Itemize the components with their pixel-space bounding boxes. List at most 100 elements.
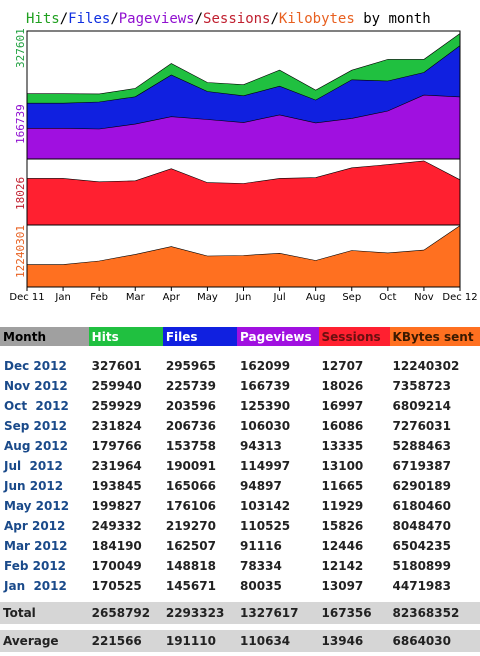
hits-axis-max-label: 327601 (14, 28, 27, 68)
value-cell: 6290189 (392, 479, 451, 493)
pageviews-area (27, 95, 460, 159)
value-cell: 106030 (240, 419, 291, 433)
column-header: Month (0, 327, 89, 346)
total-row: Total 2658792 2293323 1327617 167356 82368352 (0, 602, 480, 624)
table-row: Apr 2012 249332 219270 110525 15826 8048470 (0, 516, 480, 536)
month-cell: Jan 2012 (4, 579, 67, 593)
value-cell: 6809214 (392, 399, 451, 413)
x-tick-label: Dec 11 (9, 292, 45, 303)
month-cell: Jun 2012 (4, 479, 64, 493)
value-cell: 193845 (91, 479, 142, 493)
value-cell: 13100 (321, 459, 364, 473)
value-cell: 12240302 (392, 359, 460, 373)
sessions-area (27, 160, 460, 225)
value-cell: 327601 (91, 359, 142, 373)
x-tick-label: Oct (379, 292, 397, 303)
table-row: Oct 2012 259929 203596 125390 16997 6809214 (0, 396, 480, 416)
table-row: Nov 2012 259940 225739 166739 18026 7358723 (0, 376, 480, 396)
value-cell: 13946 (318, 630, 390, 652)
value-cell: 82368352 (389, 602, 480, 624)
value-cell: 166739 (240, 379, 291, 393)
column-header: Sessions (318, 327, 390, 346)
table-row: Sep 2012 231824 206736 106030 16086 7276031 (0, 416, 480, 436)
value-cell: 153758 (165, 439, 216, 453)
x-tick-label: Feb (90, 292, 109, 303)
value-cell: 12142 (321, 559, 364, 573)
x-tick-label: Mar (125, 292, 145, 303)
table-row: Dec 2012 327601 295965 162099 12707 12240302 (0, 356, 480, 376)
kbytes-line (27, 225, 461, 265)
value-cell: 176106 (165, 499, 216, 513)
title-part: / (270, 11, 279, 27)
value-cell: 145671 (165, 579, 216, 593)
value-cell: 5180899 (392, 559, 451, 573)
month-cell: Mar 2012 (4, 539, 68, 553)
value-cell: 103142 (240, 499, 291, 513)
value-cell: 94897 (240, 479, 282, 493)
value-cell: 16086 (321, 419, 364, 433)
value-cell: 91116 (240, 539, 282, 553)
title-part: Kilobytes (278, 11, 355, 27)
x-tick-label: Nov (414, 292, 434, 303)
month-cell: May 2012 (4, 499, 70, 513)
value-cell: 6719387 (392, 459, 451, 473)
value-cell: 13335 (321, 439, 364, 453)
title-part: / (110, 11, 119, 27)
value-cell: 203596 (165, 399, 216, 413)
kbytes-area (27, 225, 460, 287)
month-cell: Jul 2012 (4, 459, 63, 473)
value-cell: 11929 (321, 499, 364, 513)
value-cell: 1327617 (237, 602, 319, 624)
value-cell: 259940 (91, 379, 142, 393)
value-cell: 2293323 (162, 602, 238, 624)
average-row-label: Average (0, 630, 89, 652)
table-row: Feb 2012 170049 148818 78334 12142 5180899 (0, 556, 480, 576)
x-tick-label: Aug (305, 292, 326, 303)
month-cell: Oct 2012 (4, 399, 69, 413)
month-cell: Nov 2012 (4, 379, 68, 393)
x-tick-label: Dec 12 (442, 292, 478, 303)
x-tick-label: Jul (273, 292, 286, 303)
value-cell: 249332 (91, 519, 142, 533)
table-row: Jul 2012 231964 190091 114997 13100 6719387 (0, 456, 480, 476)
value-cell: 170525 (91, 579, 142, 593)
value-cell: 94313 (240, 439, 282, 453)
value-cell: 6504235 (392, 539, 451, 553)
x-tick-label: Sep (342, 292, 362, 303)
month-cell: Apr 2012 (4, 519, 66, 533)
value-cell: 2658792 (88, 602, 163, 624)
table-row: Jan 2012 170525 145671 80035 13097 4471983 (0, 576, 480, 596)
title-part: Hits (26, 11, 60, 27)
value-cell: 8048470 (392, 519, 451, 533)
title-part: Pageviews (118, 11, 195, 27)
value-cell: 162507 (165, 539, 216, 553)
total-row-label: Total (0, 602, 89, 624)
value-cell: 167356 (318, 602, 390, 624)
value-cell: 231964 (91, 459, 142, 473)
value-cell: 12446 (321, 539, 364, 553)
value-cell: 7358723 (392, 379, 451, 393)
value-cell: 110525 (240, 519, 291, 533)
value-cell: 165066 (165, 479, 216, 493)
value-cell: 191110 (162, 630, 238, 652)
value-cell: 219270 (165, 519, 216, 533)
column-header: Files (162, 327, 238, 346)
month-cell: Sep 2012 (4, 419, 67, 433)
x-tick-label: Apr (162, 292, 180, 303)
value-cell: 114997 (240, 459, 291, 473)
kbytes-axis-max-label: 12240301 (14, 225, 27, 278)
value-cell: 225739 (165, 379, 216, 393)
value-cell: 15826 (321, 519, 364, 533)
value-cell: 199827 (91, 499, 142, 513)
value-cell: 5288463 (392, 439, 451, 453)
value-cell: 7276031 (392, 419, 451, 433)
value-cell: 78334 (240, 559, 282, 573)
value-cell: 184190 (91, 539, 142, 553)
table-row: Mar 2012 184190 162507 91116 12446 6504235 (0, 536, 480, 556)
files-line (27, 45, 461, 104)
value-cell: 221566 (88, 630, 163, 652)
title-part: Files (68, 11, 111, 27)
value-cell: 295965 (165, 359, 216, 373)
table-row: Aug 2012 179766 153758 94313 13335 5288463 (0, 436, 480, 456)
average-row: Average 221566 191110 110634 13946 6864030 (0, 630, 480, 652)
